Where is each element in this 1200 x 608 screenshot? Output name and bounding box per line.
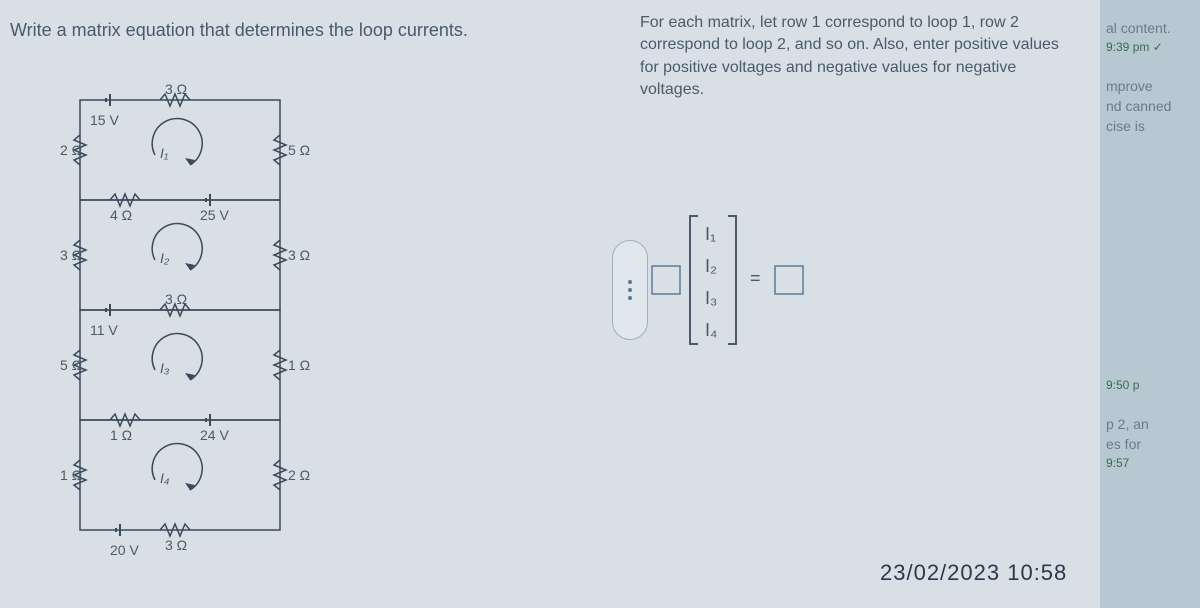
resistor-label: 5 Ω [60, 357, 82, 373]
sidebar-text: cise is [1106, 118, 1194, 134]
sidebar-text: al content. [1106, 20, 1194, 36]
clock-overlay: 23/02/2023 10:58 [880, 560, 1067, 586]
content-area: Write a matrix equation that determines … [0, 0, 1100, 608]
dot-icon [628, 280, 632, 284]
question-prompt-right: For each matrix, let row 1 correspond to… [640, 12, 1070, 102]
unknown-label: I₂ [705, 256, 717, 276]
resistor-label: 3 Ω [165, 81, 187, 97]
sidebar-text: mprove [1106, 78, 1194, 94]
loop-label: I₁ [160, 145, 169, 161]
resistor-label: 3 Ω [165, 291, 187, 307]
question-prompt-left: Write a matrix equation that determines … [10, 20, 590, 41]
matrix-equation: I₁ I₂ I₃ I₄ = [650, 210, 910, 370]
sidebar-timestamp: 9:50 p [1106, 378, 1194, 392]
voltage-label: 25 V [200, 207, 229, 223]
voltage-label: 15 V [90, 112, 119, 128]
resistor-label: 1 Ω [110, 427, 132, 443]
equals-sign: = [750, 268, 761, 288]
resistor-label: 1 Ω [60, 467, 82, 483]
loop-label: I₂ [160, 250, 170, 266]
resistor-label: 3 Ω [288, 247, 310, 263]
sidebar-timestamp: 9:57 [1106, 456, 1194, 470]
unknown-label: I₁ [705, 224, 716, 244]
voltage-label: 24 V [200, 427, 229, 443]
resistor-label: 3 Ω [165, 537, 187, 553]
resistor-label: 5 Ω [288, 142, 310, 158]
resistor-label: 2 Ω [60, 142, 82, 158]
voltage-label: 11 V [90, 322, 118, 338]
sidebar-text: nd canned [1106, 98, 1194, 114]
ellipsis-divider [620, 260, 640, 320]
resistor-label: 2 Ω [288, 467, 310, 483]
voltage-label: 20 V [110, 542, 139, 558]
sidebar-text: es for [1106, 436, 1194, 452]
unknown-label: I₄ [705, 320, 717, 340]
sidebar-timestamp: 9:39 pm ✓ [1106, 40, 1194, 54]
circuit-svg: 15 V 3 Ω 2 Ω 5 Ω I₁ 4 Ω 25 V 3 Ω 3 Ω I₂ … [60, 80, 320, 600]
dot-icon [628, 296, 632, 300]
resistor-label: 4 Ω [110, 207, 132, 223]
dot-icon [628, 288, 632, 292]
loop-label: I₃ [160, 360, 170, 376]
loop-label: I₄ [160, 470, 170, 486]
sidebar-partial: al content. 9:39 pm ✓ mprove nd canned c… [1100, 0, 1200, 608]
unknown-label: I₃ [705, 288, 717, 308]
resistor-label: 3 Ω [60, 247, 82, 263]
sidebar-text: p 2, an [1106, 416, 1194, 432]
matrix-input-box[interactable] [652, 266, 680, 294]
result-input-box[interactable] [775, 266, 803, 294]
resistor-label: 1 Ω [288, 357, 310, 373]
circuit-diagram: 15 V 3 Ω 2 Ω 5 Ω I₁ 4 Ω 25 V 3 Ω 3 Ω I₂ … [60, 80, 320, 590]
